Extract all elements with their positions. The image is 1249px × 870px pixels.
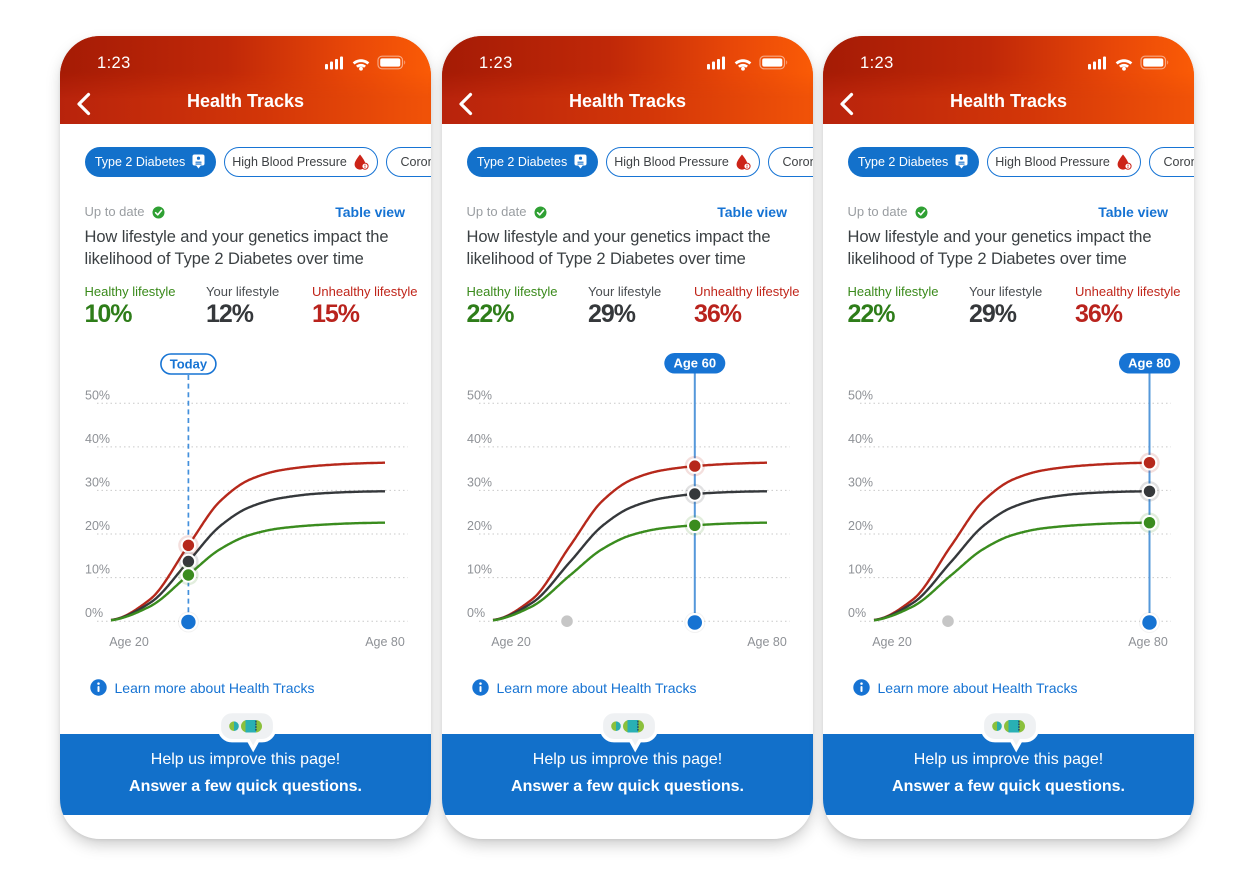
svg-text:50%: 50% — [467, 388, 492, 402]
svg-text:0%: 0% — [85, 606, 103, 620]
svg-text:30%: 30% — [848, 475, 873, 489]
svg-text:Age 80: Age 80 — [365, 635, 405, 649]
svg-text:20%: 20% — [467, 519, 492, 533]
svg-text:Today: Today — [170, 357, 208, 372]
svg-text:Age 80: Age 80 — [1128, 635, 1168, 649]
svg-text:40%: 40% — [85, 432, 110, 446]
svg-text:Age 60: Age 60 — [673, 356, 716, 371]
svg-text:0%: 0% — [848, 606, 866, 620]
svg-text:Age 80: Age 80 — [1128, 356, 1171, 371]
svg-text:Age 80: Age 80 — [747, 635, 787, 649]
svg-text:30%: 30% — [85, 475, 110, 489]
svg-text:50%: 50% — [85, 388, 110, 402]
svg-text:20%: 20% — [85, 519, 110, 533]
svg-text:Age 20: Age 20 — [491, 635, 531, 649]
svg-text:10%: 10% — [848, 563, 873, 577]
svg-text:30%: 30% — [467, 475, 492, 489]
svg-text:0%: 0% — [467, 606, 485, 620]
svg-text:Age 20: Age 20 — [109, 635, 149, 649]
svg-text:40%: 40% — [467, 432, 492, 446]
svg-text:50%: 50% — [848, 388, 873, 402]
svg-text:40%: 40% — [848, 432, 873, 446]
svg-text:10%: 10% — [85, 563, 110, 577]
svg-text:20%: 20% — [848, 519, 873, 533]
svg-text:10%: 10% — [467, 563, 492, 577]
svg-text:Age 20: Age 20 — [872, 635, 912, 649]
